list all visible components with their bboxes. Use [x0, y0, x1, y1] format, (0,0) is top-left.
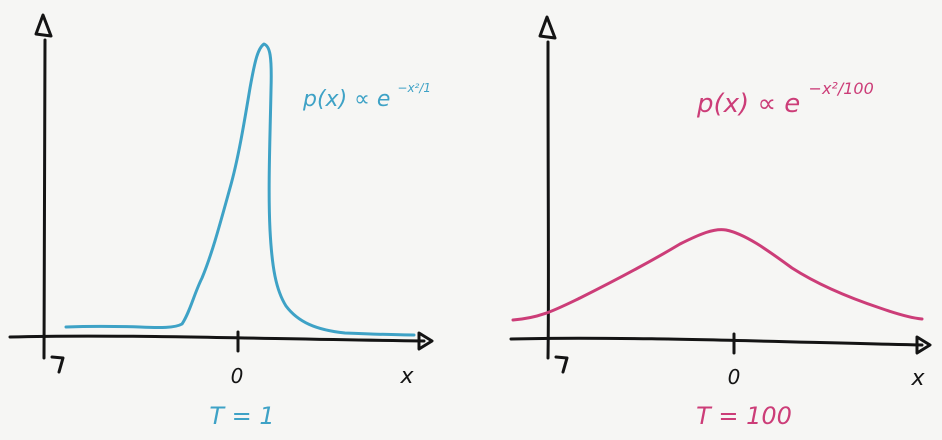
left-x-axis-arrowhead: [417, 331, 434, 351]
left-x-axis: [8, 334, 426, 343]
left-x-axis-label: x: [399, 364, 414, 389]
right-formula: p(x) ∝ e −x²/100: [696, 79, 874, 119]
right-x-axis-label: x: [910, 366, 925, 391]
left-y-axis-arrowhead: [34, 13, 53, 38]
left-formula: p(x) ∝ e −x²/1: [302, 81, 431, 112]
right-distribution-curve: [511, 228, 924, 322]
left-distribution-curve: [64, 42, 416, 337]
left-formula-base: p(x) ∝ e: [302, 87, 390, 112]
right-origin-label: 0: [728, 365, 741, 389]
right-corner-tick: [554, 355, 569, 374]
left-origin-label: 0: [231, 364, 244, 388]
left-temperature-label: T = 1: [209, 402, 274, 430]
left-formula-exponent: −x²/1: [397, 81, 431, 95]
right-formula-exponent: −x²/100: [809, 79, 874, 98]
left-corner-tick: [50, 355, 65, 374]
left-panel: 0 x p(x) ∝ e −x²/1 T = 1: [8, 13, 434, 430]
right-panel: 0 x p(x) ∝ e −x²/100 T = 100: [509, 15, 932, 430]
right-x-axis-arrowhead: [915, 335, 932, 355]
right-y-axis-arrowhead: [538, 15, 557, 40]
left-y-axis: [42, 38, 47, 360]
right-formula-base: p(x) ∝ e: [696, 89, 800, 119]
right-temperature-label: T = 100: [696, 402, 792, 430]
right-x-axis: [509, 336, 924, 347]
